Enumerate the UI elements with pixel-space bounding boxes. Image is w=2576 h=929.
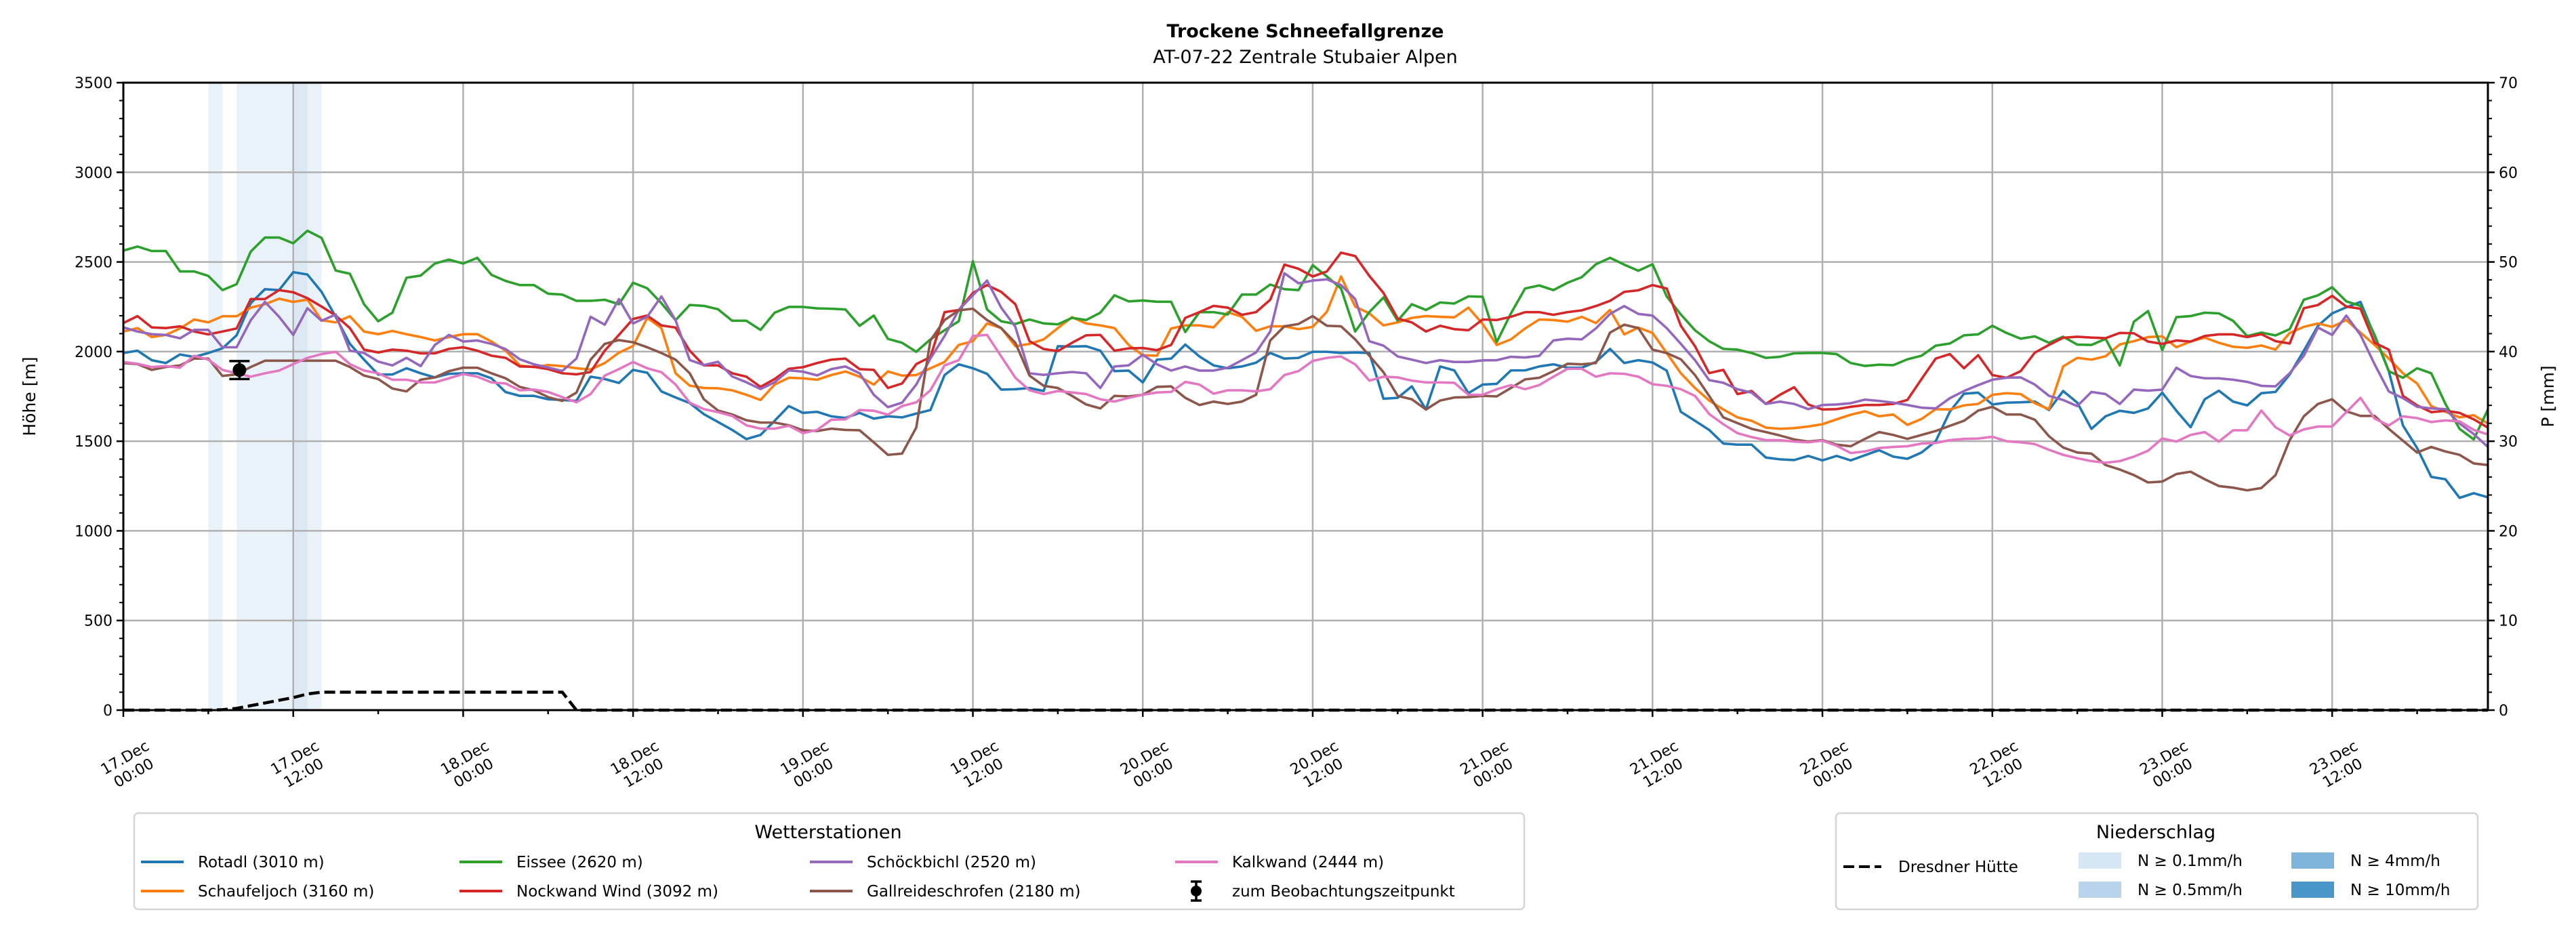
y-tick-label: 1500 — [75, 434, 113, 451]
y-tick-label: 500 — [84, 613, 113, 630]
observation-marker — [229, 360, 250, 381]
y2-tick-label: 0 — [2499, 703, 2508, 720]
y-tick-label: 0 — [103, 703, 113, 720]
y-tick-label: 1000 — [75, 523, 113, 540]
legend-station-label: Gallreideschrofen (2180 m) — [867, 883, 1081, 901]
y-tick-label: 2500 — [75, 255, 113, 272]
series-line-1 — [123, 275, 2489, 430]
series-line-6 — [123, 333, 2489, 464]
legend-station-label: Eissee (2620 m) — [516, 854, 643, 871]
legend-precip-label: N ≥ 10mm/h — [2350, 882, 2451, 899]
series-line-3 — [123, 251, 2489, 429]
y2-tick-label: 70 — [2499, 75, 2518, 92]
legend-stations: Wetterstationen Rotadl (3010 m) Schaufelj… — [133, 812, 1526, 911]
y2-tick-label: 40 — [2499, 344, 2518, 361]
series-line-2 — [123, 229, 2489, 441]
legend-observation-label: zum Beobachtungszeitpunkt — [1232, 883, 1455, 901]
legend-station-label: Nockwand Wind (3092 m) — [516, 883, 718, 901]
legend-precip: Niederschlag Dresdner Hütte N ≥ 0.1mm/h N… — [1835, 812, 2479, 911]
y-tick-label: 3000 — [75, 165, 113, 182]
plot-frame — [122, 81, 2489, 711]
legend-precip-swatch — [2079, 852, 2121, 869]
observation-point — [232, 363, 247, 377]
legend-observation-icon — [1191, 886, 1202, 896]
precip-band — [237, 83, 293, 710]
legend-precip-swatch — [2079, 882, 2121, 898]
y2-axis-label: P [mm] — [2538, 365, 2558, 427]
y-tick-label: 2000 — [75, 344, 113, 361]
legend-precip-swatch — [2291, 882, 2334, 898]
legend-station-label: Schaufeljoch (3160 m) — [198, 883, 374, 901]
legend-station-label: Kalkwand (2444 m) — [1232, 854, 1384, 871]
legend-precip-label: N ≥ 4mm/h — [2350, 852, 2440, 870]
y2-tick-label: 10 — [2499, 613, 2518, 630]
legend-station-label: Rotadl (3010 m) — [198, 854, 325, 871]
legend-precip-line-label: Dresdner Hütte — [1898, 859, 2018, 876]
precip-band — [307, 83, 322, 710]
legend-precip-label: N ≥ 0.1mm/h — [2138, 852, 2243, 870]
series-line-5 — [123, 307, 2489, 492]
legend-precip-label: N ≥ 0.5mm/h — [2138, 882, 2243, 899]
legend-station-label: Schöckbichl (2520 m) — [867, 854, 1036, 871]
y2-tick-label: 20 — [2499, 523, 2518, 540]
y2-tick-label: 30 — [2499, 434, 2518, 451]
series-line-0 — [123, 270, 2489, 499]
chart-subtitle: AT-07-22 Zentrale Stubaier Alpen — [1153, 47, 1457, 68]
legend-precip-title: Niederschlag — [2096, 822, 2215, 843]
y2-tick-label: 50 — [2499, 255, 2518, 272]
y-tick-label: 3500 — [75, 75, 113, 92]
legend-stations-title: Wetterstationen — [754, 822, 901, 843]
precip-band — [293, 83, 308, 710]
series-line-4 — [123, 272, 2489, 448]
precip-band — [208, 83, 223, 710]
chart-title: Trockene Schneefallgrenze — [1167, 21, 1444, 42]
legend-precip-swatch — [2291, 852, 2334, 869]
y2-tick-label: 60 — [2499, 165, 2518, 182]
y-axis-label: Höhe [m] — [20, 356, 39, 436]
